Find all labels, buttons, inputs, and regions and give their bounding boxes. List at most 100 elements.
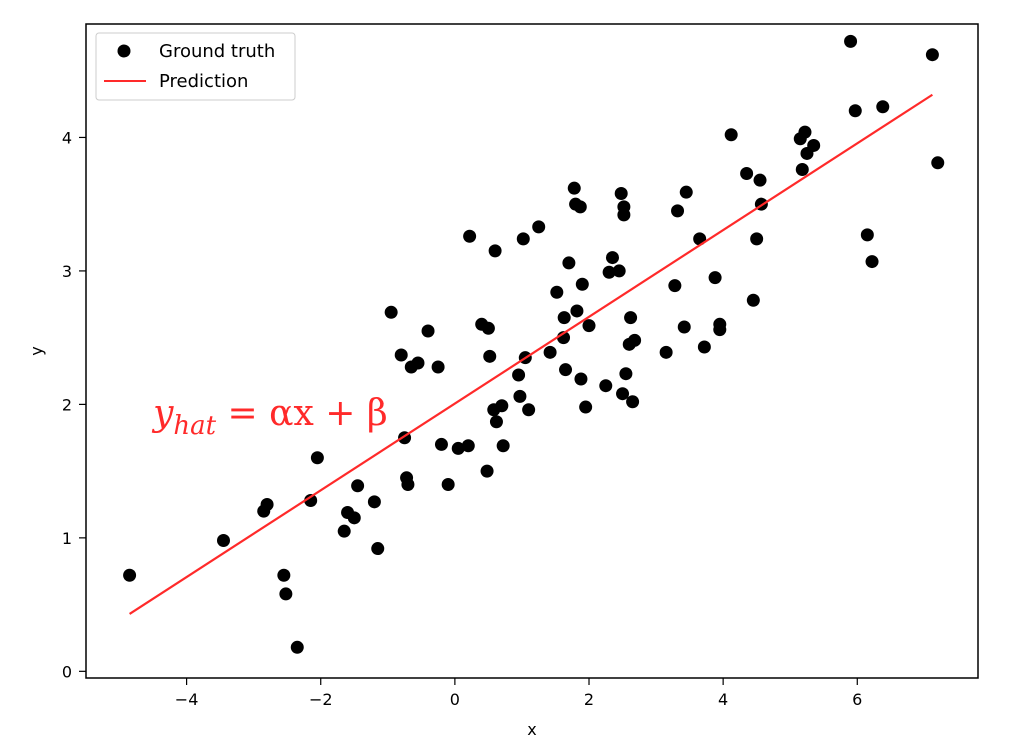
data-point (795, 162, 809, 176)
x-tick-label: 0 (450, 690, 460, 709)
data-point (489, 415, 503, 429)
legend-marker-ground-truth (117, 44, 131, 58)
data-point (750, 232, 764, 246)
prediction-line (128, 93, 933, 615)
x-tick-label: 6 (852, 690, 862, 709)
x-tick-label: 2 (584, 690, 594, 709)
data-point (612, 264, 626, 278)
x-tick-label: 4 (718, 690, 728, 709)
data-point (351, 479, 365, 493)
y-tick-label: 3 (62, 262, 72, 281)
data-point (367, 495, 381, 509)
annotation-sub: hat (173, 411, 216, 441)
data-point (371, 542, 385, 556)
data-point (575, 277, 589, 291)
data-point (865, 255, 879, 269)
x-tick-label: −4 (175, 690, 199, 709)
data-point (567, 181, 581, 195)
data-point (708, 271, 722, 285)
data-point (543, 345, 557, 359)
data-point (260, 497, 274, 511)
data-point (483, 349, 497, 363)
data-point (573, 200, 587, 214)
data-point (532, 220, 546, 234)
data-point (844, 34, 858, 48)
lines-layer (128, 93, 933, 615)
data-point (713, 323, 727, 337)
data-point (616, 387, 630, 401)
data-point (481, 321, 495, 335)
data-point (807, 138, 821, 152)
data-point (513, 389, 527, 403)
data-point (550, 285, 564, 299)
data-point (451, 441, 465, 455)
data-point (614, 187, 628, 201)
data-point (599, 379, 613, 393)
data-point (753, 173, 767, 187)
data-point (495, 399, 509, 413)
data-point (848, 104, 862, 118)
data-point (659, 345, 673, 359)
data-point (602, 265, 616, 279)
data-point (579, 400, 593, 414)
data-point (671, 204, 685, 218)
data-point (619, 367, 633, 381)
data-point (461, 439, 475, 453)
data-point (310, 451, 324, 465)
data-point (411, 356, 425, 370)
data-point (522, 403, 536, 417)
data-point (559, 363, 573, 377)
data-point (605, 251, 619, 265)
data-point (304, 493, 318, 507)
data-point (421, 324, 435, 338)
data-point (570, 304, 584, 318)
data-point (512, 368, 526, 382)
data-point (624, 311, 638, 325)
annotation-rest: = αx + β (216, 393, 388, 434)
plot-area (85, 23, 979, 679)
data-point (860, 228, 874, 242)
data-point (496, 439, 510, 453)
data-point (394, 348, 408, 362)
data-point (431, 360, 445, 374)
data-point (434, 437, 448, 451)
data-point (401, 477, 415, 491)
annotation-equation: yhat = αx + β (151, 393, 388, 441)
data-point (516, 232, 530, 246)
data-point (697, 340, 711, 354)
data-point (480, 464, 494, 478)
y-tick-label: 2 (62, 395, 72, 414)
data-point (677, 320, 691, 334)
data-point (290, 640, 304, 654)
data-point (562, 256, 576, 270)
data-point (925, 48, 939, 62)
data-point (679, 185, 693, 199)
data-point (876, 100, 890, 114)
legend-label-ground-truth: Ground truth (159, 41, 275, 62)
x-axis-label: x (527, 720, 536, 739)
x-tick-label: −2 (309, 690, 333, 709)
legend: Ground truth Prediction (95, 32, 296, 101)
data-point (557, 311, 571, 325)
data-point (617, 208, 631, 222)
data-point (277, 568, 291, 582)
data-point (668, 279, 682, 293)
data-point (626, 395, 640, 409)
y-axis-label: y (27, 346, 46, 355)
data-point (798, 125, 812, 139)
data-point (628, 333, 642, 347)
y-tick-label: 0 (62, 662, 72, 681)
data-point (441, 477, 455, 491)
y-tick-label: 4 (62, 128, 72, 147)
annotation-main: y (151, 393, 174, 434)
data-point (488, 244, 502, 258)
ticks-layer: −4 −2 0 2 4 6 0 1 2 3 4 (62, 128, 863, 709)
data-point (746, 293, 760, 307)
data-point (463, 229, 477, 243)
data-point (279, 587, 293, 601)
data-point (724, 128, 738, 142)
data-point (574, 372, 588, 386)
legend-box (95, 32, 296, 101)
data-point (582, 319, 596, 333)
